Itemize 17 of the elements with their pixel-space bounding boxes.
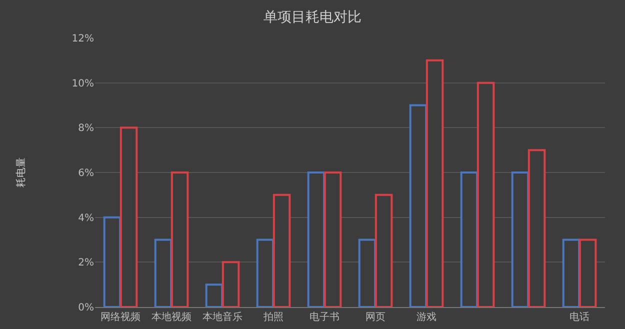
y-tick-label: 8% <box>78 123 94 134</box>
y-tick-label: 2% <box>78 258 94 269</box>
x-tick-label: 本地音乐 <box>202 311 242 323</box>
x-tick-label: 网页 <box>366 312 386 323</box>
x-tick-label: 游戏 <box>416 311 436 323</box>
y-tick-label: 6% <box>78 168 94 179</box>
x-tick-label: 本地视频 <box>152 311 192 323</box>
x-tick-label: 电子书 <box>310 311 340 323</box>
x-tick-label: 电话 <box>570 311 590 323</box>
y-tick-label: 0% <box>78 302 94 314</box>
y-tick-label: 12% <box>72 34 94 44</box>
y-axis-title: 耗电量 <box>14 158 27 188</box>
y-tick-label: 4% <box>78 212 94 224</box>
x-tick-label: 拍照 <box>262 311 284 323</box>
chart-title: 单项目耗电对比 <box>264 9 362 26</box>
y-tick-label: 10% <box>72 78 94 90</box>
x-tick-label: 网络视频 <box>100 311 140 323</box>
